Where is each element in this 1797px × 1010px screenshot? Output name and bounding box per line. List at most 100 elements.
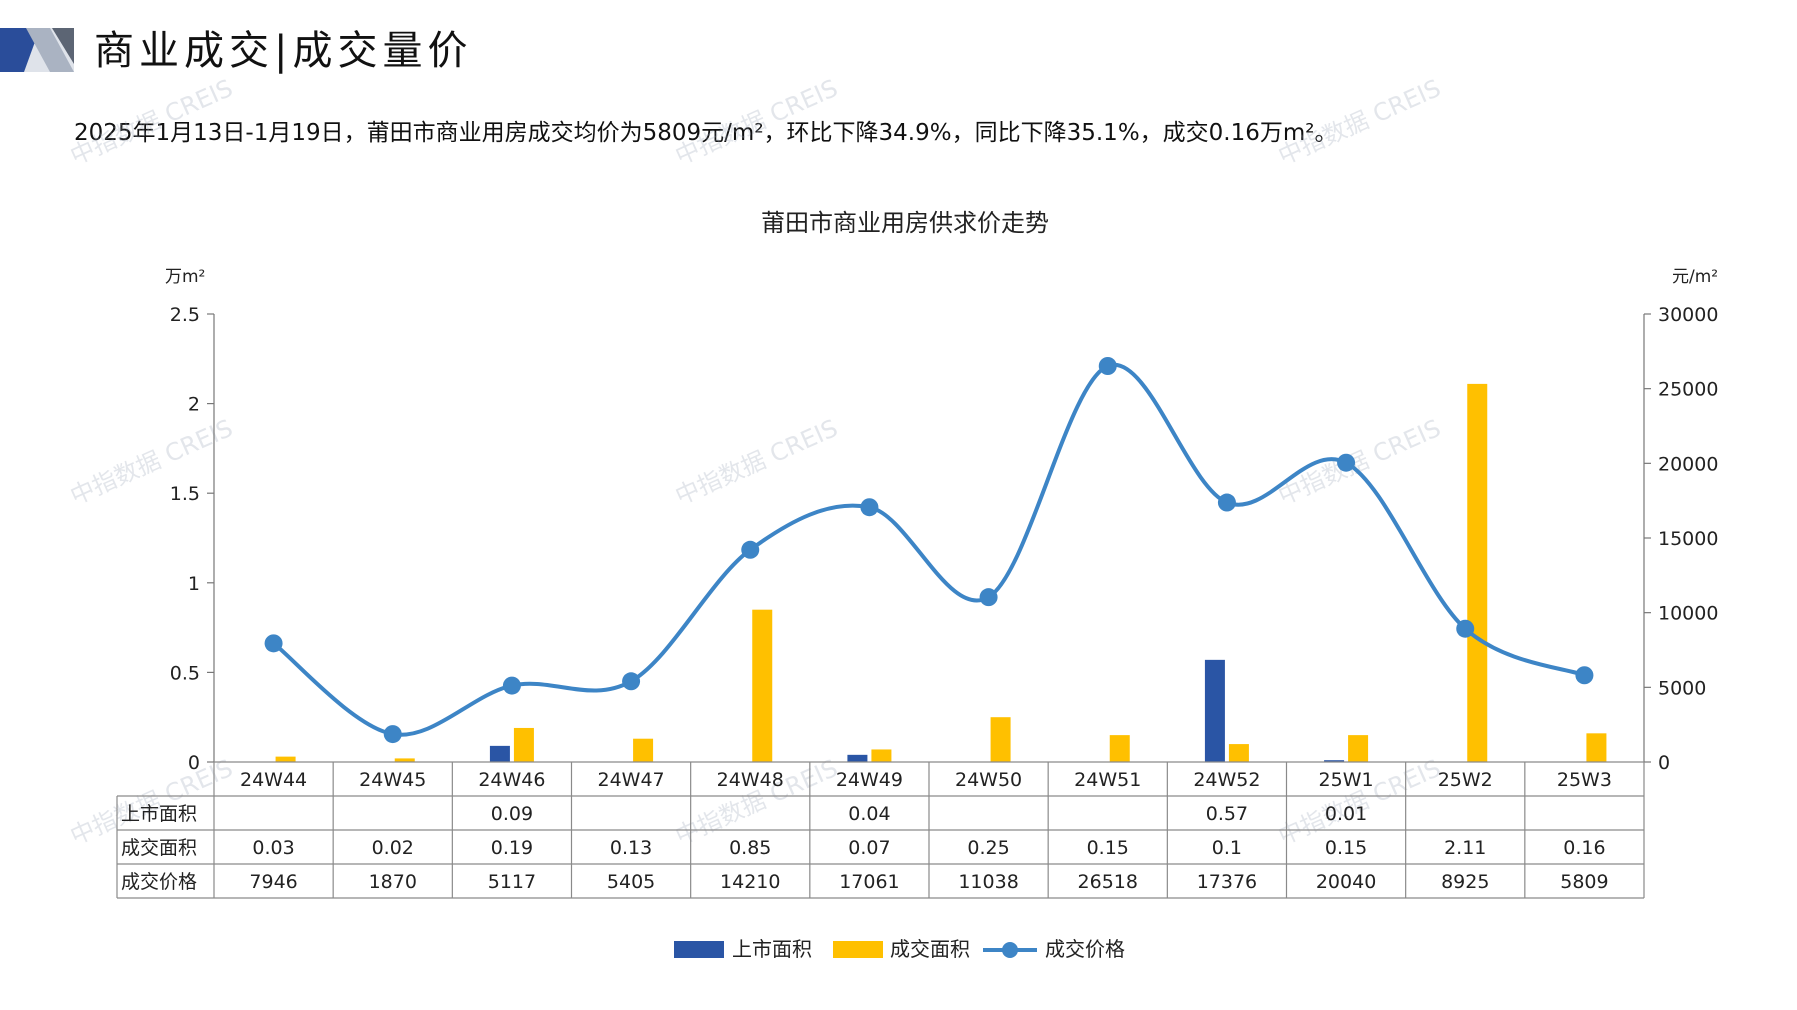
bar-traded-area [1109,735,1130,762]
price-line-layer [264,356,1594,744]
bar-listed-area [489,745,510,762]
table-cell: 5117 [488,871,536,893]
header-decoration [0,28,74,72]
right-axis-tick-label: 0 [1658,752,1670,774]
price-point [264,634,283,653]
table-cell: 11038 [958,871,1018,893]
table-cell: 1870 [369,871,417,893]
x-axis-tick-label: 24W46 [478,769,545,791]
table-cell: 0.13 [610,837,652,859]
table-cell: 0.85 [729,837,771,859]
right-axis-tick-label: 15000 [1658,528,1718,550]
x-axis-tick-label: 24W51 [1074,769,1141,791]
bar-traded-area [990,717,1011,762]
table-cell: 5405 [607,871,655,893]
price-point [622,672,641,691]
legend-swatch-traded [833,941,883,958]
right-axis: 30000 25000 20000 15000 10000 5000 0 [1643,304,1718,774]
left-axis-tick-label: 1.5 [170,483,200,505]
bar-traded-area [633,738,654,762]
watermark: 中指数据 CREIS [66,414,237,511]
bar-traded-area [513,727,534,762]
right-axis-tick-label: 20000 [1658,453,1718,475]
page-title: 商业成交|成交量价 [94,28,473,74]
bar-listed-area [1324,760,1345,762]
table-cell: 0.19 [491,837,533,859]
x-axis-tick-label: 24W52 [1193,769,1260,791]
bar-traded-area [1348,735,1369,762]
table-cell: 17061 [839,871,899,893]
price-point [979,588,998,607]
right-axis-tick-label: 10000 [1658,603,1718,625]
table-cell: 20040 [1316,871,1376,893]
legend: 上市面积 成交面积 成交价格 [674,937,1125,961]
table-cell: 7946 [249,871,297,893]
price-point [1456,619,1475,638]
table-cell: 0.09 [491,803,533,825]
legend-swatch-listed [674,941,724,958]
chart-title: 莆田市商业用房供求价走势 [761,209,1049,237]
right-axis-unit: 元/m² [1672,267,1718,287]
bar-listed-area [1204,659,1225,762]
table-cell: 0.15 [1325,837,1367,859]
table-cell: 0.03 [252,837,294,859]
price-point [1217,493,1236,512]
watermark: 中指数据 CREIS [671,414,842,511]
watermark: 中指数据 CREIS [1274,74,1445,171]
x-axis-tick-label: 24W49 [836,769,903,791]
right-axis-tick-label: 25000 [1658,379,1718,401]
bar-layer [275,383,1607,762]
legend-label-traded: 成交面积 [890,937,970,961]
left-axis-tick-label: 2.5 [170,304,200,326]
legend-label-price: 成交价格 [1045,937,1125,961]
bar-traded-area [394,758,415,762]
price-point [741,540,760,559]
price-point [502,676,521,695]
x-axis-tick-label: 24W48 [717,769,784,791]
table-cell: 5809 [1560,871,1608,893]
table-cell: 8925 [1441,871,1489,893]
left-axis-tick-label: 0.5 [170,662,200,684]
price-point [1098,356,1117,375]
left-axis-tick-label: 0 [188,752,200,774]
x-axis-tick-label: 24W50 [955,769,1022,791]
legend-swatch-price-marker [1002,942,1018,958]
left-axis-unit: 万m² [165,267,205,287]
table-cell: 26518 [1078,871,1138,893]
left-axis: 2.5 2 1.5 1 0.5 0 [170,304,215,774]
bar-traded-area [1228,744,1249,762]
bar-traded-area [1586,733,1607,762]
table-cell: 0.1 [1212,837,1242,859]
table-cell: 0.01 [1325,803,1367,825]
right-axis-tick-label: 5000 [1658,677,1706,699]
x-axis-tick-label: 24W45 [359,769,426,791]
data-table: 24W44 24W45 24W46 24W47 24W48 24W49 24W50 24W51… [116,761,1645,899]
bar-traded-area [1467,383,1488,762]
table-cell: 0.07 [848,837,890,859]
table-row-header: 成交面积 [121,837,197,859]
table-cell: 0.25 [967,837,1009,859]
watermark: 中指数据 CREIS [671,74,842,171]
table-cell: 0.04 [848,803,890,825]
bar-traded-area [871,749,892,762]
right-axis-tick-label: 30000 [1658,304,1718,326]
summary-text: 2025年1月13日-1月19日，莆田市商业用房成交均价为5809元/m²，环比… [74,120,1338,146]
x-axis-tick-label: 25W2 [1438,769,1493,791]
x-axis-tick-label: 24W47 [598,769,665,791]
watermark: 中指数据 CREIS [66,74,237,171]
price-point [383,725,402,744]
left-axis-tick-label: 1 [188,573,200,595]
price-point [860,498,879,517]
table-cell: 0.02 [372,837,414,859]
table-cell: 0.16 [1563,837,1605,859]
table-cell: 0.57 [1206,803,1248,825]
watermark: 中指数据 CREIS [1274,414,1445,511]
table-row-header: 成交价格 [121,871,197,893]
x-axis-tick-label: 24W44 [240,769,307,791]
price-line [272,362,1586,737]
table-cell: 2.11 [1444,837,1486,859]
bar-traded-area [275,756,296,762]
x-axis-tick-label: 25W3 [1557,769,1612,791]
table-cell: 0.15 [1087,837,1129,859]
